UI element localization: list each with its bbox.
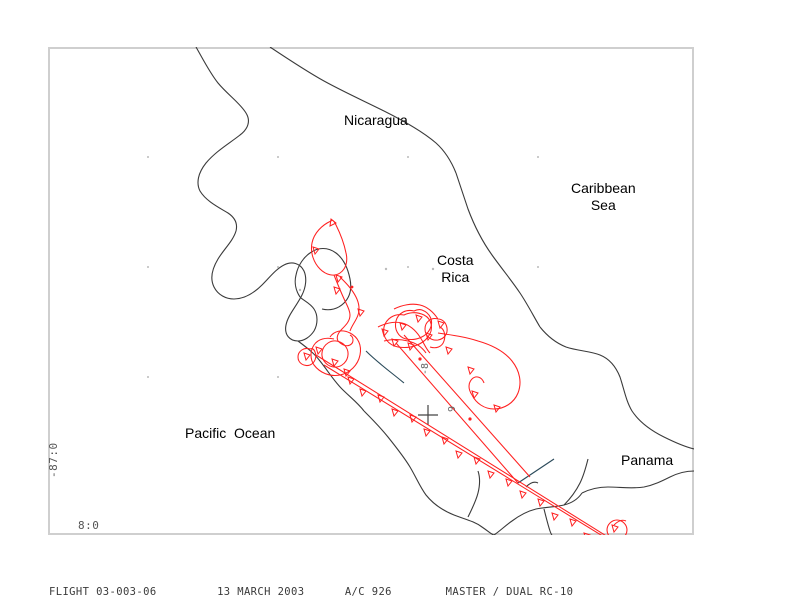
track-main-line-return [323, 364, 602, 535]
coastline-nicoya-peninsula [294, 247, 352, 311]
coastline-panama-pacific [493, 492, 583, 535]
track-east-hook [468, 376, 485, 396]
track-cluster-tail [429, 326, 446, 349]
coastline-nicoya-gulf [297, 296, 318, 342]
flight-track [297, 219, 628, 535]
footer-flight-label: FLIGHT [49, 586, 90, 598]
coastline-panama-central [581, 470, 694, 494]
footer-sp-2 [157, 586, 218, 598]
track-cluster-to-main [395, 342, 519, 484]
coastline-burica-tail [543, 508, 553, 535]
axis-label-longitude-left: -87:0 [47, 442, 60, 478]
coastline-osa-peninsula [363, 410, 495, 535]
map-label-panama: Panama [621, 452, 674, 468]
track-north-zigzag [339, 276, 360, 332]
track-cluster-oval-1 [383, 312, 433, 348]
map-label-pacific-ocean: Pacific Ocean [185, 425, 276, 441]
footer-sp-3 [304, 586, 344, 598]
track-se-kink [613, 519, 627, 526]
map-label-caribbean-sea: Caribbean Sea [571, 180, 636, 213]
coastline-san-juan-river [269, 47, 457, 174]
track-west-loop-inner [321, 340, 349, 368]
track-descent-hook [337, 334, 354, 347]
inner-grid-tick-label-a: -8 [420, 362, 431, 375]
coastline-group [195, 47, 694, 535]
coastline-caribbean-south [539, 326, 694, 450]
map-frame [48, 47, 694, 535]
axis-label-latitude-bottom: 8:0 [78, 519, 100, 532]
footer-line-1: FLIGHT 03-003-06 13 MARCH 2003 A/C 926 M… [49, 585, 749, 599]
track-north-descent [333, 274, 351, 342]
track-cluster-circle-3 [424, 318, 448, 341]
footer-camera: MASTER / DUAL RC-10 [445, 586, 574, 598]
map-label-nicaragua: Nicaragua [344, 112, 408, 128]
footer-date: 13 MARCH 2003 [217, 586, 305, 598]
footer-sp-5 [392, 586, 446, 598]
footer-sp-4 [365, 586, 372, 598]
footer-flight-id: 03-003-06 [96, 586, 157, 598]
track-point-markers [350, 285, 472, 421]
track-main-line-outbound [315, 354, 606, 535]
map-label-costa-rica: Costa Rica [437, 252, 474, 285]
track-east-excursion [437, 332, 521, 410]
track-se-end-loop [606, 519, 628, 535]
track-north-loop [310, 219, 348, 276]
coastline-nicaragua-pacific [195, 47, 307, 342]
coastline-panama-ridge [563, 458, 589, 506]
track-overlap-dark [365, 350, 555, 484]
footer-aircraft-id: 926 [371, 586, 392, 598]
coastline-gulf-inner [297, 340, 365, 412]
crosshair-marker [418, 405, 438, 425]
coastline-cay [525, 481, 539, 488]
track-west-small-circle [297, 347, 317, 367]
track-cluster-squiggle-3 [393, 303, 439, 320]
footer-metadata: FLIGHT 03-003-06 13 MARCH 2003 A/C 926 M… [49, 543, 749, 612]
coastline-caribbean-north [455, 172, 541, 328]
grid-tick-dots [147, 156, 539, 378]
track-cluster-to-main-2 [403, 334, 531, 478]
track-cluster-squiggle-1 [377, 321, 431, 354]
inner-grid-tick-label-b: 9 [447, 405, 458, 412]
coastline-golfo-dulce [467, 470, 481, 518]
time-tick-markers [303, 218, 619, 535]
footer-aircraft-label: A/C [344, 586, 365, 598]
track-cluster-squiggle-2 [383, 338, 427, 354]
map-canvas [147, 47, 694, 535]
